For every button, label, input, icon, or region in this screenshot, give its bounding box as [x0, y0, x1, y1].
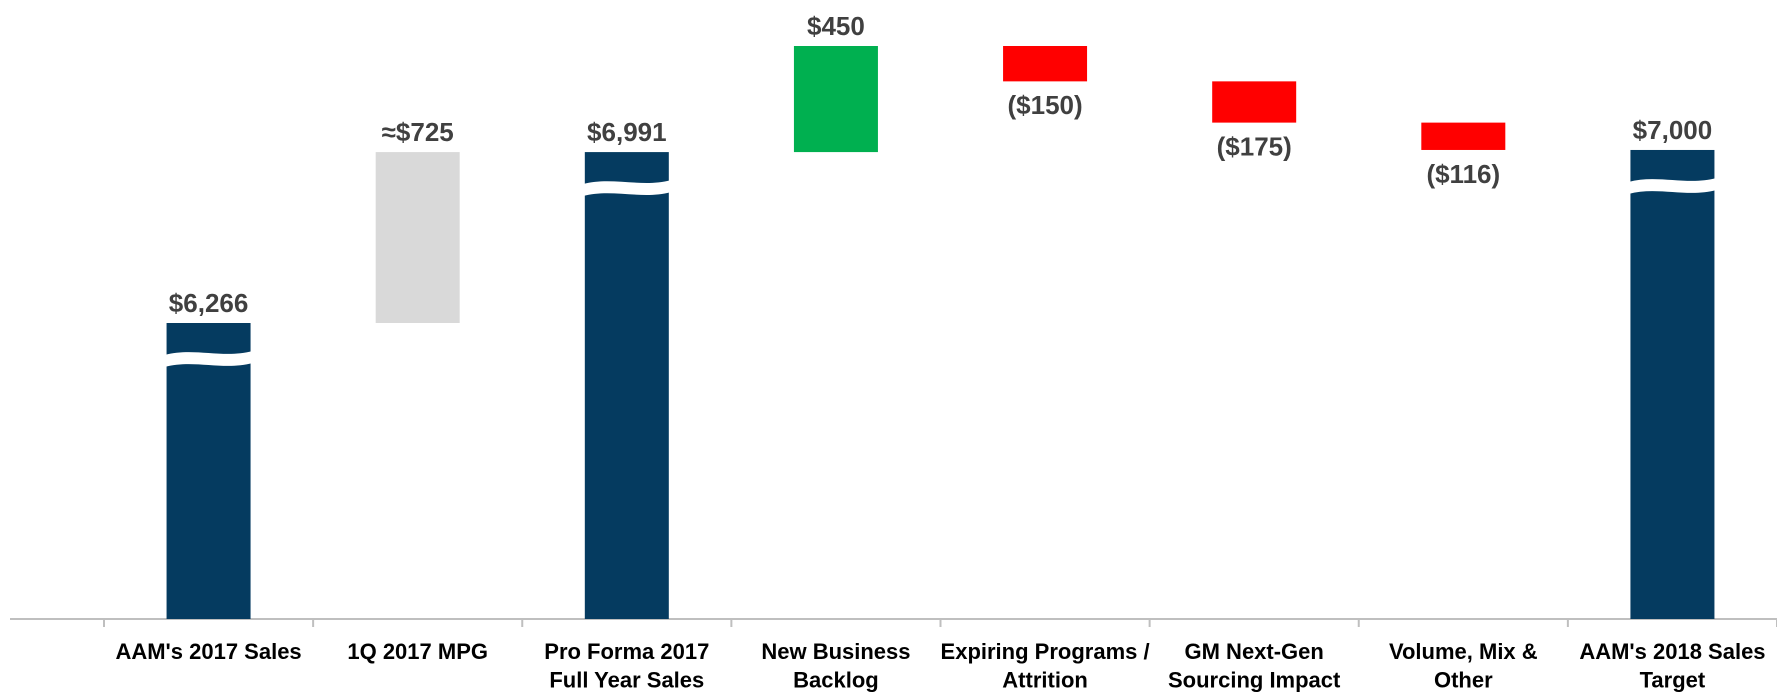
data-label: $7,000: [1633, 115, 1713, 145]
bar: [1212, 81, 1297, 123]
data-label: ≈$725: [382, 117, 454, 147]
axis-break: [1628, 177, 1717, 194]
bar: [166, 323, 251, 619]
data-label: $6,991: [587, 117, 667, 147]
data-label: $450: [807, 11, 865, 41]
x-tick-label: New Business Backlog: [761, 639, 910, 693]
data-label: ($150): [1007, 90, 1082, 120]
x-tick-label: AAM's 2018 Sales Target: [1579, 639, 1765, 693]
x-tick-label: Pro Forma 2017 Full Year Sales: [544, 639, 709, 693]
data-label: ($175): [1217, 131, 1292, 161]
x-tick-label: 1Q 2017 MPG: [347, 639, 488, 664]
bar: [1421, 122, 1506, 150]
bar: [584, 152, 669, 619]
x-tick-label: Expiring Programs / Attrition: [941, 639, 1150, 693]
data-label: $6,266: [169, 288, 249, 318]
x-tick-label: Volume, Mix & Other: [1389, 639, 1538, 693]
x-tick-label: AAM's 2017 Sales: [115, 639, 301, 664]
x-tick-label: GM Next-Gen Sourcing Impact: [1168, 639, 1341, 693]
axis-break: [582, 180, 671, 197]
bar: [793, 46, 878, 153]
bar: [1630, 149, 1715, 619]
bar: [375, 152, 460, 323]
data-label: ($116): [1426, 159, 1500, 189]
axis-break: [164, 351, 253, 367]
bar: [1003, 46, 1088, 82]
